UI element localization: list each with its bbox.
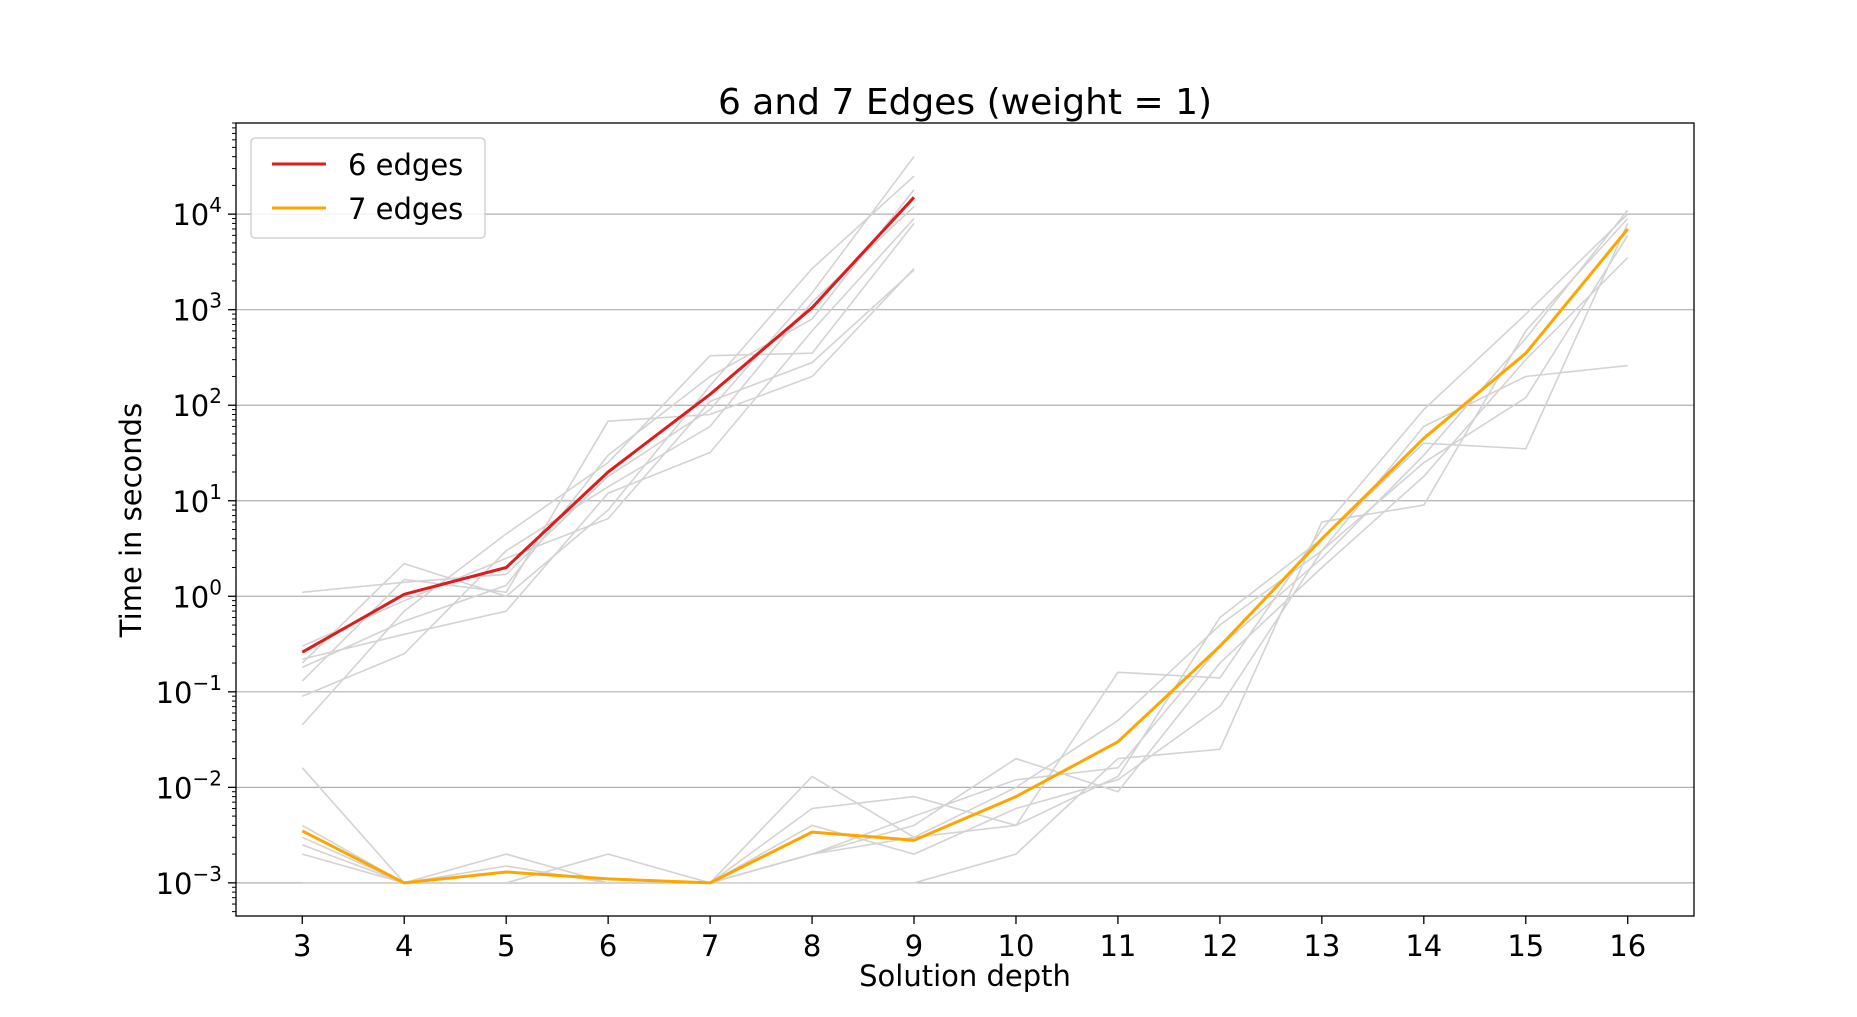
x-tick-label: 16 [1609, 929, 1646, 963]
background-run-7-edges [302, 209, 1629, 884]
x-axis: 3 4 5 6 7 8 9 10 11 12 13 14 15 16 [293, 916, 1646, 963]
background-run-6-edges [301, 175, 915, 664]
background-run-6-edges [301, 206, 915, 697]
background-runs [301, 156, 1629, 884]
x-tick-label: 5 [497, 929, 515, 963]
background-run-6-edges [301, 267, 915, 682]
background-run-6-edges [302, 217, 915, 660]
background-run-7-edges [302, 257, 1629, 884]
legend-label-7-edges: 7 edges [348, 192, 463, 226]
plot-frame [235, 122, 1695, 917]
x-tick-label: 7 [701, 929, 719, 963]
y-tick-label: 102 [172, 384, 222, 423]
background-run-6-edges [301, 269, 915, 647]
y-tick-label: 10−3 [156, 862, 222, 901]
y-tick-label: 104 [172, 193, 222, 232]
x-tick-label: 14 [1405, 929, 1442, 963]
x-tick-label: 10 [998, 929, 1035, 963]
background-run-6-edges [301, 189, 915, 669]
series-line-7-edges [301, 228, 1629, 885]
series-lines [301, 196, 1629, 885]
x-tick-label: 12 [1201, 929, 1238, 963]
x-tick-label: 4 [395, 929, 413, 963]
chart-title: 6 and 7 Edges (weight = 1) [718, 82, 1212, 123]
x-tick-label: 9 [905, 929, 923, 963]
background-run-7-edges [301, 223, 1629, 884]
y-tick-label: 100 [172, 575, 222, 614]
x-tick-label: 8 [803, 929, 821, 963]
y-tick-label: 103 [172, 289, 222, 328]
x-tick-label: 15 [1507, 929, 1544, 963]
y-tick-label: 10−1 [156, 671, 222, 710]
x-tick-label: 6 [599, 929, 617, 963]
x-tick-label: 13 [1303, 929, 1340, 963]
legend: 6 edges 7 edges [250, 137, 486, 239]
x-tick-label: 3 [293, 929, 311, 963]
background-run-6-edges [302, 156, 915, 594]
x-tick-label: 11 [1099, 929, 1136, 963]
background-run-7-edges [302, 234, 1629, 884]
x-axis-label: Solution depth [859, 959, 1071, 993]
y-axis: 10−3 10−2 10−1 100 101 102 103 104 [156, 122, 236, 913]
y-tick-label: 101 [172, 480, 222, 519]
y-tick-label: 10−2 [156, 766, 222, 805]
background-run-6-edges [301, 222, 915, 726]
legend-label-6-edges: 6 edges [348, 148, 463, 182]
series-line-6-edges [301, 196, 916, 654]
y-axis-label: Time in seconds [114, 403, 148, 638]
